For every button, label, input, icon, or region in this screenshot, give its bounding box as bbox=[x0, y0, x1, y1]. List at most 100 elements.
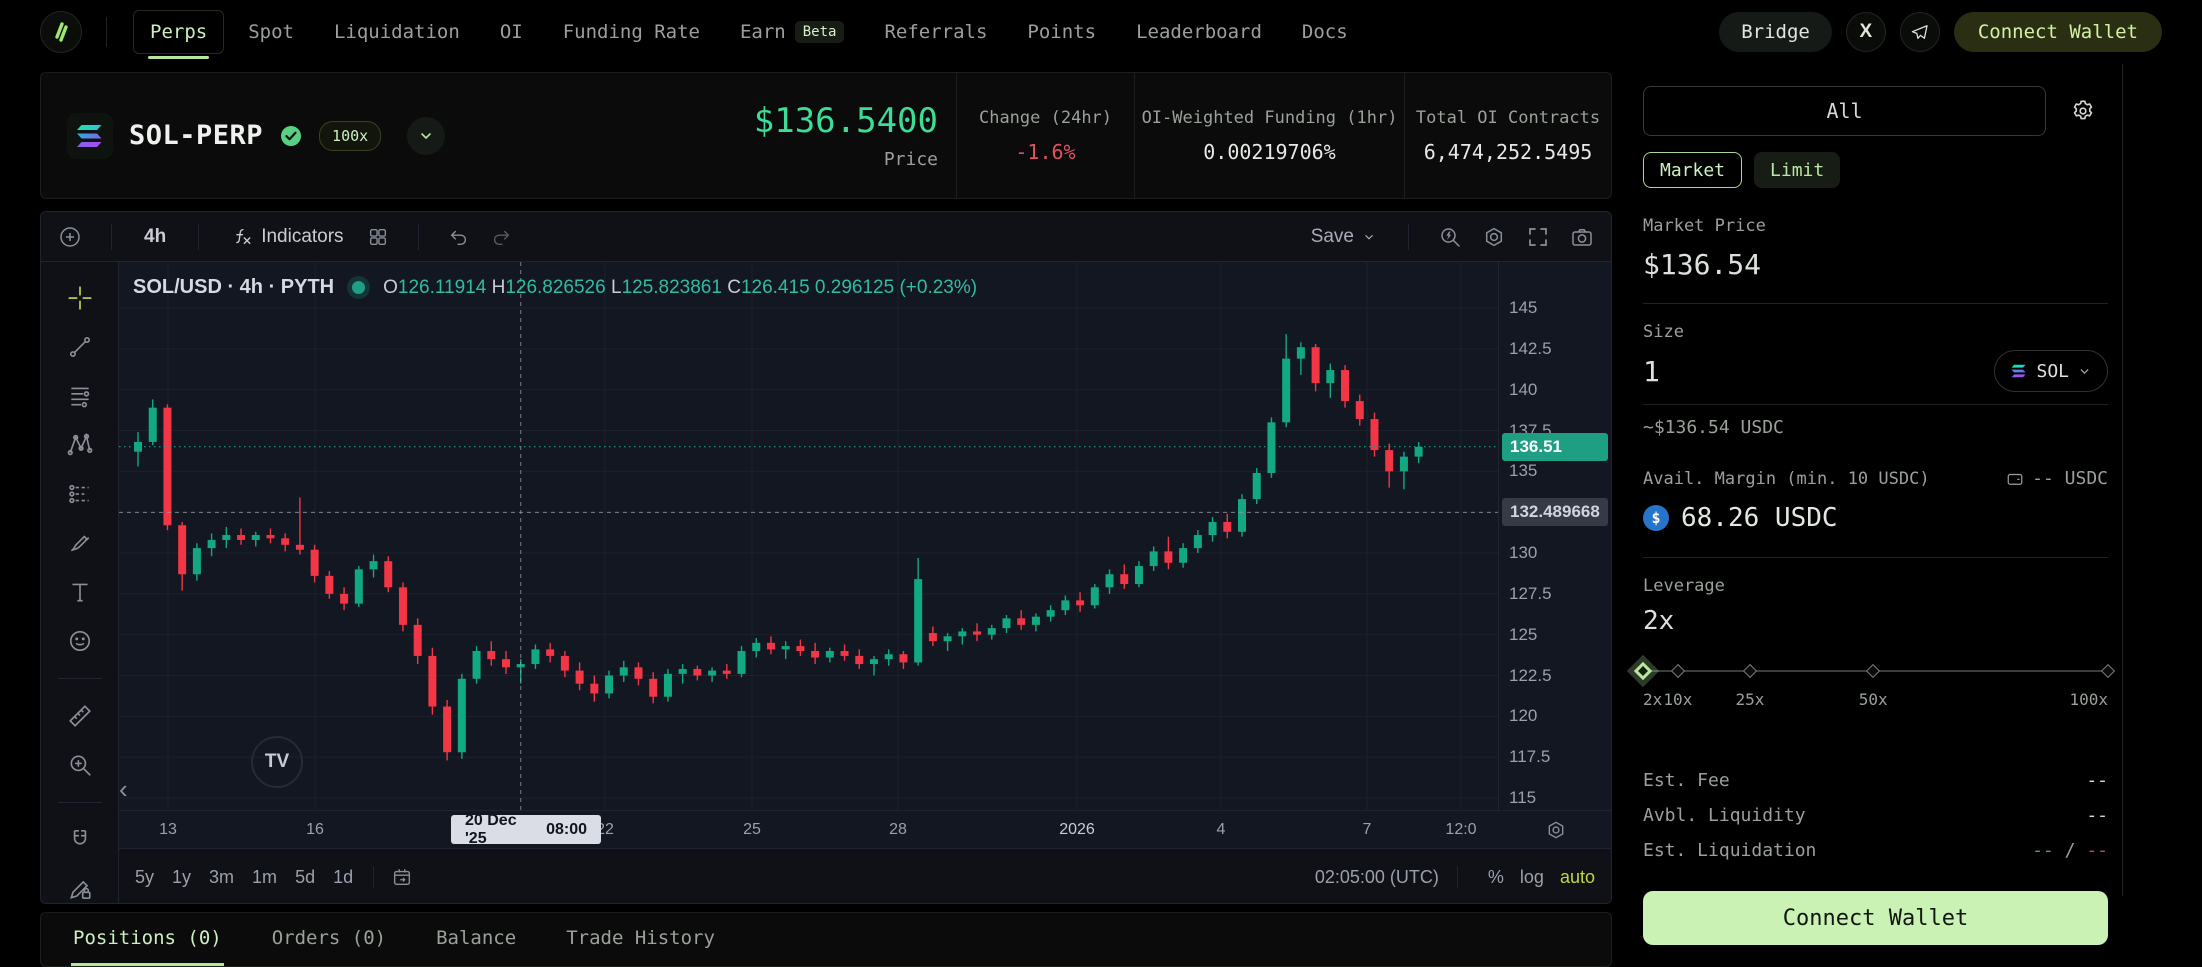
size-asset-dropdown[interactable]: SOL bbox=[1994, 350, 2108, 392]
add-symbol-icon[interactable] bbox=[55, 222, 85, 252]
nav-item-leaderboard[interactable]: Leaderboard bbox=[1120, 10, 1278, 54]
divider bbox=[1643, 557, 2108, 558]
fib-retracement-icon[interactable] bbox=[66, 382, 94, 410]
ruler-icon[interactable] bbox=[66, 702, 94, 730]
leverage-mark-100x[interactable]: 100x bbox=[2069, 690, 2108, 709]
candle bbox=[1002, 618, 1011, 629]
tab-trade-history[interactable]: Trade History bbox=[566, 926, 715, 949]
range-button-5d[interactable]: 5d bbox=[295, 866, 316, 887]
undo-icon[interactable] bbox=[445, 223, 473, 251]
plot-background bbox=[119, 262, 1498, 810]
tab-balance[interactable]: Balance bbox=[436, 926, 517, 949]
time-tick: 25 bbox=[743, 820, 761, 838]
chart-legend: SOL/USD · 4h · PYTH O126.11914 H126.8265… bbox=[133, 276, 977, 299]
tradingview-watermark[interactable]: TV bbox=[251, 736, 303, 788]
nav-item-funding-rate[interactable]: Funding Rate bbox=[547, 10, 716, 54]
tab-positions-0-[interactable]: Positions (0) bbox=[71, 913, 224, 966]
leverage-handle-25x[interactable] bbox=[1742, 663, 1758, 679]
fullscreen-icon[interactable] bbox=[1523, 222, 1553, 252]
leverage-mark-10x[interactable]: 10x bbox=[1663, 690, 1693, 709]
candle bbox=[634, 667, 643, 679]
app-logo[interactable] bbox=[40, 11, 82, 53]
leverage-handle-50x[interactable] bbox=[1866, 663, 1881, 679]
connect-wallet-button[interactable]: Connect Wallet bbox=[1643, 891, 2108, 945]
candle bbox=[781, 646, 790, 650]
axis-settings-gear-icon[interactable] bbox=[1545, 819, 1567, 841]
order-type-market[interactable]: Market bbox=[1643, 152, 1743, 188]
indicators-button[interactable]: Indicators bbox=[225, 222, 349, 252]
redo-icon[interactable] bbox=[487, 223, 515, 251]
connect-wallet-nav-button[interactable]: Connect Wallet bbox=[1953, 12, 2162, 52]
twitter-x-icon[interactable]: X bbox=[1845, 12, 1886, 52]
lock-drawing-icon[interactable] bbox=[66, 875, 94, 903]
range-button-1y[interactable]: 1y bbox=[172, 866, 192, 887]
zoom-in-icon[interactable] bbox=[66, 751, 94, 779]
brush-icon[interactable] bbox=[66, 529, 94, 557]
nav-item-liquidation[interactable]: Liquidation bbox=[318, 10, 476, 54]
nav-item-docs[interactable]: Docs bbox=[1286, 10, 1364, 54]
crosshair-icon[interactable] bbox=[66, 284, 94, 312]
layout-grid-icon[interactable] bbox=[364, 223, 392, 251]
xabcd-pattern-icon[interactable] bbox=[66, 431, 94, 459]
range-button-1m[interactable]: 1m bbox=[252, 866, 278, 887]
series-visibility-dot[interactable] bbox=[352, 281, 366, 294]
magnet-icon[interactable] bbox=[66, 826, 94, 854]
range-button-3m[interactable]: 3m bbox=[209, 866, 235, 887]
text-icon[interactable] bbox=[66, 578, 94, 606]
trendline-icon[interactable] bbox=[66, 333, 94, 361]
emoji-icon[interactable] bbox=[66, 627, 94, 655]
leverage-mark-2x[interactable]: 2x bbox=[1643, 690, 1663, 709]
leverage-handle-2x[interactable] bbox=[1633, 661, 1653, 681]
projection-icon[interactable] bbox=[66, 480, 94, 508]
nav-item-referrals[interactable]: Referrals bbox=[868, 10, 1003, 54]
auto-scale-toggle[interactable]: auto bbox=[1559, 866, 1595, 887]
nav-item-earn[interactable]: Earn Beta bbox=[724, 10, 860, 54]
leverage-mark-25x[interactable]: 25x bbox=[1735, 690, 1765, 709]
telegram-icon[interactable] bbox=[1899, 12, 1940, 52]
nav-item-perps[interactable]: Perps bbox=[133, 10, 225, 59]
market-filter-all-button[interactable]: All bbox=[1643, 86, 2046, 136]
time-tick: 7 bbox=[1362, 820, 1372, 838]
market-price-value: $136.54 bbox=[1643, 248, 1762, 281]
bridge-button[interactable]: Bridge bbox=[1719, 12, 1832, 52]
interval-button[interactable]: 4h bbox=[144, 225, 167, 247]
leverage-mark-50x[interactable]: 50x bbox=[1858, 690, 1888, 709]
go-to-date-calendar-icon[interactable] bbox=[388, 863, 416, 891]
utc-clock[interactable]: 02:05:00 (UTC) bbox=[1314, 866, 1439, 887]
size-input[interactable]: 1 bbox=[1643, 354, 1660, 388]
tab-orders-0-[interactable]: Orders (0) bbox=[271, 926, 387, 949]
nav-item-spot[interactable]: Spot bbox=[232, 10, 310, 54]
candle bbox=[237, 535, 246, 540]
range-button-1d[interactable]: 1d bbox=[333, 866, 354, 887]
chart-settings-icon[interactable] bbox=[1479, 222, 1509, 252]
nav-item-points[interactable]: Points bbox=[1011, 10, 1112, 54]
candle bbox=[546, 649, 555, 656]
leverage-slider[interactable] bbox=[1633, 661, 2116, 681]
log-scale-toggle[interactable]: log bbox=[1519, 866, 1544, 887]
time-axis[interactable]: 20 Dec '25 08:00 13 16 22 25 28 2026 4 7 12:0 bbox=[119, 810, 1611, 848]
divider bbox=[1456, 866, 1458, 888]
candle bbox=[384, 561, 393, 588]
chart-plot-area[interactable]: SOL/USD · 4h · PYTH O126.11914 H126.8265… bbox=[119, 262, 1498, 810]
save-layout-button[interactable]: Save bbox=[1305, 222, 1382, 252]
quick-search-icon[interactable] bbox=[1435, 222, 1465, 252]
market-selector-dropdown[interactable] bbox=[407, 116, 446, 155]
order-settings-gear-icon[interactable] bbox=[2058, 86, 2108, 136]
leverage-handle-10x[interactable] bbox=[1670, 663, 1685, 679]
divider bbox=[198, 223, 200, 250]
range-button-5y[interactable]: 5y bbox=[135, 866, 155, 887]
price-tick: 142.5 bbox=[1509, 338, 1552, 358]
price-axis[interactable]: 145 142.5 140 137.5 135 130 127.5 125 122.5 120 11… bbox=[1498, 262, 1611, 810]
nav-item-label: Referrals bbox=[884, 21, 988, 43]
order-type-limit[interactable]: Limit bbox=[1754, 152, 1841, 188]
candle bbox=[649, 678, 658, 697]
nav-item-oi[interactable]: OI bbox=[484, 10, 539, 54]
chevron-down-icon bbox=[421, 132, 431, 139]
candle bbox=[1282, 358, 1291, 423]
price-tick: 120 bbox=[1509, 706, 1538, 726]
toolbar-collapse-icon[interactable]: ‹ bbox=[119, 774, 128, 804]
percent-scale-toggle[interactable]: % bbox=[1487, 866, 1504, 887]
screenshot-camera-icon[interactable] bbox=[1567, 222, 1597, 252]
candle bbox=[825, 651, 834, 658]
leverage-handle-100x[interactable] bbox=[2100, 663, 2116, 679]
